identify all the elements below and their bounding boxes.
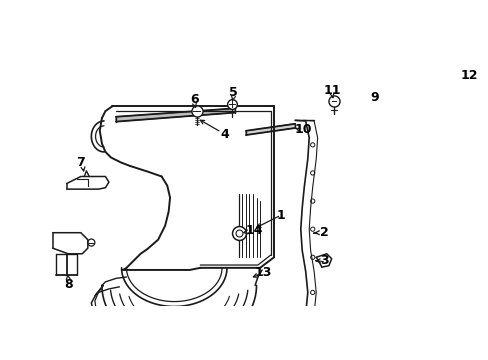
Text: 4: 4 <box>220 128 229 141</box>
Text: 8: 8 <box>64 278 72 291</box>
Text: 7: 7 <box>76 156 85 169</box>
Text: 13: 13 <box>254 266 272 279</box>
Polygon shape <box>116 108 235 122</box>
Polygon shape <box>245 124 295 135</box>
Text: 9: 9 <box>369 91 378 104</box>
Text: 6: 6 <box>190 93 199 106</box>
Text: 5: 5 <box>228 86 237 99</box>
Text: 11: 11 <box>323 84 341 96</box>
Text: 14: 14 <box>245 224 263 237</box>
Text: 10: 10 <box>294 123 312 136</box>
Text: 1: 1 <box>276 209 285 222</box>
Text: 12: 12 <box>460 69 477 82</box>
Text: 3: 3 <box>320 254 328 267</box>
Text: 2: 2 <box>320 226 328 239</box>
